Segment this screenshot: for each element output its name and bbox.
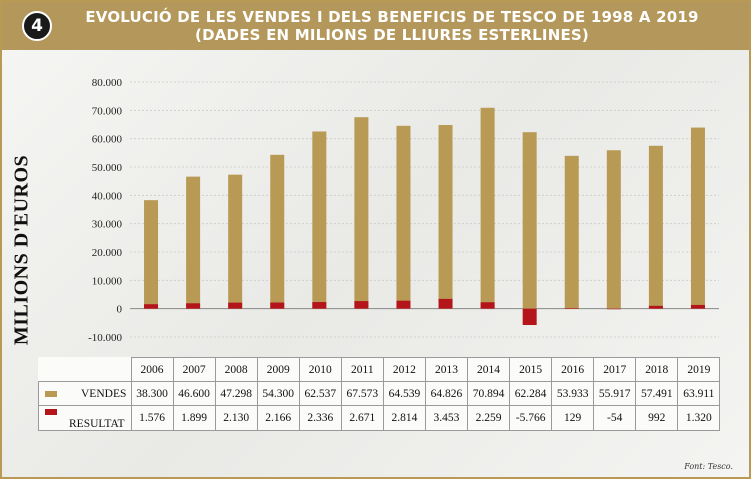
year-header-cell: 2009 [256, 357, 300, 382]
y-tick-label: 70.000 [92, 105, 123, 117]
y-tick-label: 60.000 [92, 134, 123, 146]
source-note: Font: Tesco. [684, 462, 733, 471]
header-bar: 4 EVOLUCIÓ DE LES VENDES I DELS BENEFICI… [2, 2, 749, 50]
vendes-bar [186, 176, 201, 309]
vendes-bar [606, 150, 621, 309]
legend-swatch [45, 390, 57, 397]
vendes-bar [648, 145, 663, 309]
vendes-bar [228, 174, 243, 309]
series-label-cell: VENDES [38, 381, 132, 406]
year-header-cell: 2017 [593, 357, 637, 382]
resultat-bar [144, 304, 159, 309]
value-cell: 992 [635, 405, 679, 431]
resultat-bar [564, 308, 579, 309]
value-cell: 1.320 [677, 405, 721, 431]
value-cell: 38.300 [130, 381, 174, 406]
figure-number-badge: 4 [22, 11, 52, 41]
vendes-bar [480, 107, 495, 309]
value-cell: -54 [593, 405, 637, 431]
vendes-bar [144, 200, 159, 309]
table-header-row: 2006 2007 2008 2009 2010 2011 2012 2013 2014 2015… [39, 357, 721, 382]
vendes-bar [396, 125, 411, 309]
legend-label: VENDES [81, 387, 127, 400]
value-cell: 67.573 [340, 381, 384, 406]
value-cell: -5.766 [509, 405, 553, 431]
chart-title: EVOLUCIÓ DE LES VENDES I DELS BENEFICIS … [62, 8, 722, 44]
value-cell: 54.300 [256, 381, 300, 406]
value-cell: 63.911 [677, 381, 721, 406]
value-cell: 62.284 [509, 381, 553, 406]
resultat-bar [606, 308, 621, 310]
year-header-cell: 2006 [130, 357, 174, 382]
legend-label: RESULTAT [69, 418, 125, 430]
value-cell: 70.894 [466, 381, 511, 406]
resultat-bar [228, 302, 243, 309]
year-header-cell: 2014 [466, 357, 511, 382]
value-cell: 2.671 [340, 405, 384, 431]
vendes-row: VENDES 38.300 46.600 47.298 54.300 62.537 67.5… [38, 381, 721, 406]
value-cell: 1.576 [130, 405, 174, 431]
vendes-bar [564, 155, 579, 309]
vendes-bar [438, 124, 453, 309]
resultat-bar [186, 303, 201, 309]
year-header-cell: 2015 [509, 357, 553, 382]
vendes-bar [690, 127, 705, 309]
resultat-row: RESULTAT 1.576 1.899 2.130 2.166 2.336 2.671 2.… [38, 405, 721, 431]
y-tick-label: 50.000 [92, 162, 123, 174]
resultat-bar [522, 308, 537, 326]
value-cell: 2.130 [214, 405, 258, 431]
vendes-bar [354, 117, 369, 309]
value-cell: 129 [551, 405, 595, 431]
value-cell: 47.298 [214, 381, 258, 406]
y-tick-label: 20.000 [92, 247, 123, 259]
value-cell: 55.917 [593, 381, 637, 406]
legend-swatch [45, 409, 57, 416]
value-cell: 64.539 [382, 381, 426, 406]
year-header-cell: 2019 [677, 357, 721, 382]
value-cell: 2.259 [466, 405, 511, 431]
resultat-bar [354, 301, 369, 309]
value-cell: 64.826 [424, 381, 469, 406]
resultat-bar [270, 302, 285, 309]
year-header-cell: 2012 [382, 357, 426, 382]
year-header-cell: 2007 [172, 357, 216, 382]
resultat-bar [690, 304, 705, 309]
value-cell: 1.899 [172, 405, 216, 431]
value-cell: 2.166 [256, 405, 300, 431]
value-cell: 62.537 [298, 381, 342, 406]
resultat-bar [648, 305, 663, 309]
value-cell: 53.933 [551, 381, 595, 406]
value-cell: 3.453 [424, 405, 469, 431]
year-header-cell: 2010 [298, 357, 342, 382]
chart-subtitle: (DADES EN MILIONS DE LLIURES ESTERLINES) [195, 26, 589, 44]
series-label-cell: RESULTAT [38, 405, 132, 431]
data-table: 2006 2007 2008 2009 2010 2011 2012 2013 2014 2015… [38, 357, 721, 431]
value-cell: 57.491 [635, 381, 679, 406]
vendes-bar [312, 131, 327, 309]
year-header-cell: 2018 [635, 357, 679, 382]
resultat-bar [396, 300, 411, 309]
year-header-cell: 2013 [424, 357, 469, 382]
vendes-bar [522, 132, 537, 309]
year-header-cell: 2008 [214, 357, 258, 382]
resultat-bar [312, 302, 327, 309]
value-cell: 46.600 [172, 381, 216, 406]
y-tick-label: 10.000 [92, 275, 123, 287]
value-cell: 2.336 [298, 405, 342, 431]
y-tick-label: 40.000 [92, 190, 123, 202]
year-header-cell: 2011 [340, 357, 384, 382]
year-header-cell: 2016 [551, 357, 595, 382]
y-tick-label: 30.000 [92, 219, 123, 231]
y-tick-label: -10.000 [88, 332, 122, 344]
resultat-bar [480, 302, 495, 309]
y-tick-label: 0 [117, 304, 123, 316]
vendes-bar [270, 154, 285, 309]
value-cell: 2.814 [382, 405, 426, 431]
resultat-bar [438, 298, 453, 309]
chart-title-line1: EVOLUCIÓ DE LES VENDES I DELS BENEFICIS … [85, 8, 699, 26]
table-corner-cell [39, 358, 132, 382]
y-tick-label: 80.000 [92, 77, 123, 89]
